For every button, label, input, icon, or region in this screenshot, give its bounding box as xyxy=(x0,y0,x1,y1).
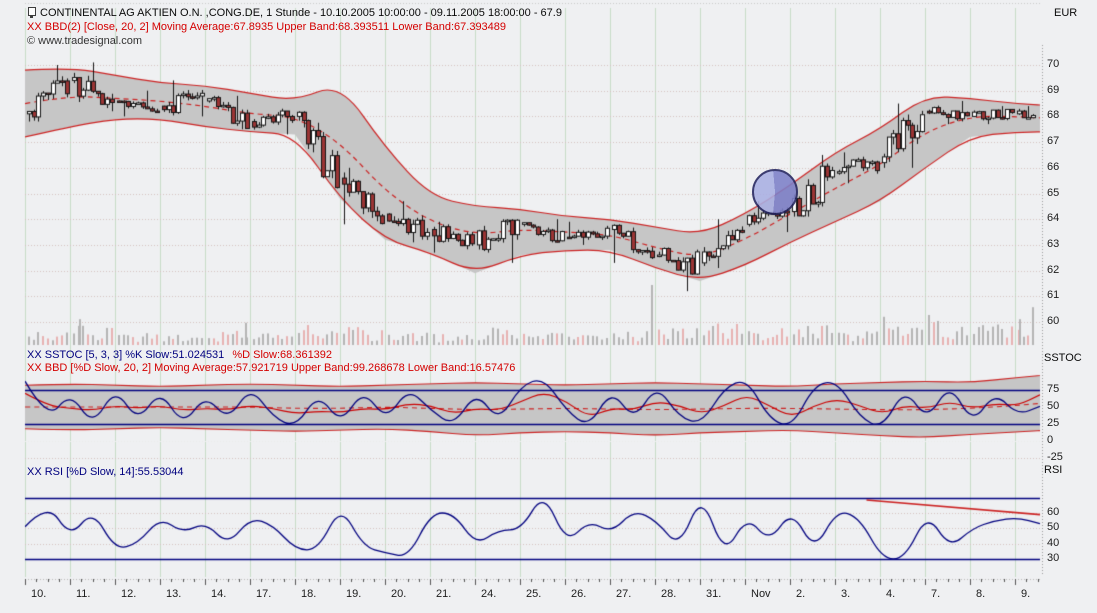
price-axis-label: 60 xyxy=(1047,315,1060,327)
price-axis-label: 66 xyxy=(1047,161,1060,173)
date-axis-label: 2. xyxy=(796,588,806,600)
currency-axis-label: EUR xyxy=(1054,7,1078,19)
rsi-axis-label: 30 xyxy=(1047,552,1060,564)
date-axis-label: 10. xyxy=(31,588,47,600)
price-axis-label: 65 xyxy=(1047,187,1060,199)
sstoc-axis-title: SSTOC xyxy=(1044,352,1082,364)
copyright-watermark: © www.tradesignal.com xyxy=(27,35,143,47)
date-axis-label: 9. xyxy=(1021,588,1031,600)
chart-title: CONTINENTAL AG AKTIEN O.N. ,CONG.DE, 1 S… xyxy=(40,7,562,19)
date-axis-label: 7. xyxy=(931,588,941,600)
price-axis-label: 64 xyxy=(1047,212,1060,224)
date-axis-label: 24. xyxy=(481,588,497,600)
date-axis-label: 11. xyxy=(76,588,91,600)
bbd-indicator-label[interactable]: XX BBD(2) [Close, 20, 2] Moving Average:… xyxy=(27,21,507,33)
date-axis-label: Nov xyxy=(751,588,771,600)
window-icon[interactable] xyxy=(28,7,36,18)
rsi-axis-label: 50 xyxy=(1047,521,1060,533)
date-axis-label: 17. xyxy=(256,588,272,600)
price-axis-label: 69 xyxy=(1047,84,1060,96)
price-axis-label: 67 xyxy=(1047,135,1060,147)
sstoc-k-label: XX SSTOC [5, 3, 3] %K Slow:51.024531 xyxy=(27,349,225,361)
date-axis-label: 8. xyxy=(976,588,986,600)
price-axis-label: 63 xyxy=(1047,238,1060,250)
date-axis-label: 18. xyxy=(301,588,317,600)
rsi-indicator-label[interactable]: XX RSI [%D Slow, 14]:55.53044 xyxy=(27,466,184,478)
highlight-circle[interactable] xyxy=(752,169,798,215)
sstoc-axis-label: 0 xyxy=(1047,434,1054,446)
price-axis-label: 61 xyxy=(1047,289,1060,301)
rsi-axis-title: RSI xyxy=(1044,464,1063,476)
date-axis-label: 20. xyxy=(391,588,407,600)
sstoc-d-label: %D Slow:68.361392 xyxy=(232,349,333,361)
sstoc-bbd-label[interactable]: XX BBD [%D Slow, 20, 2] Moving Average:5… xyxy=(27,362,516,374)
date-axis-label: 28. xyxy=(661,588,677,600)
date-axis-label: 21. xyxy=(436,588,452,600)
date-axis-label: 4. xyxy=(886,588,896,600)
sstoc-axis-label: -25 xyxy=(1047,451,1063,463)
date-axis-label: 13. xyxy=(166,588,182,600)
chart-title-row: CONTINENTAL AG AKTIEN O.N. ,CONG.DE, 1 S… xyxy=(28,7,562,20)
sstoc-indicator-row[interactable]: XX SSTOC [5, 3, 3] %K Slow:51.024531 %D … xyxy=(27,349,332,362)
date-axis-label: 25. xyxy=(526,588,542,600)
date-axis-label: 14. xyxy=(211,588,227,600)
sstoc-axis-label: 50 xyxy=(1047,400,1060,412)
date-axis-label: 26. xyxy=(571,588,587,600)
rsi-axis-label: 40 xyxy=(1047,537,1060,549)
date-axis-label: 31. xyxy=(706,588,722,600)
price-axis-label: 62 xyxy=(1047,264,1060,276)
date-axis-label: 19. xyxy=(346,588,362,600)
date-axis-label: 3. xyxy=(841,588,851,600)
date-axis-label: 27. xyxy=(616,588,632,600)
price-axis-label: 68 xyxy=(1047,109,1060,121)
date-axis-label: 12. xyxy=(121,588,137,600)
sstoc-axis-label: 25 xyxy=(1047,417,1060,429)
sstoc-axis-label: 75 xyxy=(1047,383,1060,395)
rsi-axis-label: 60 xyxy=(1047,506,1060,518)
price-axis-label: 70 xyxy=(1047,58,1060,70)
